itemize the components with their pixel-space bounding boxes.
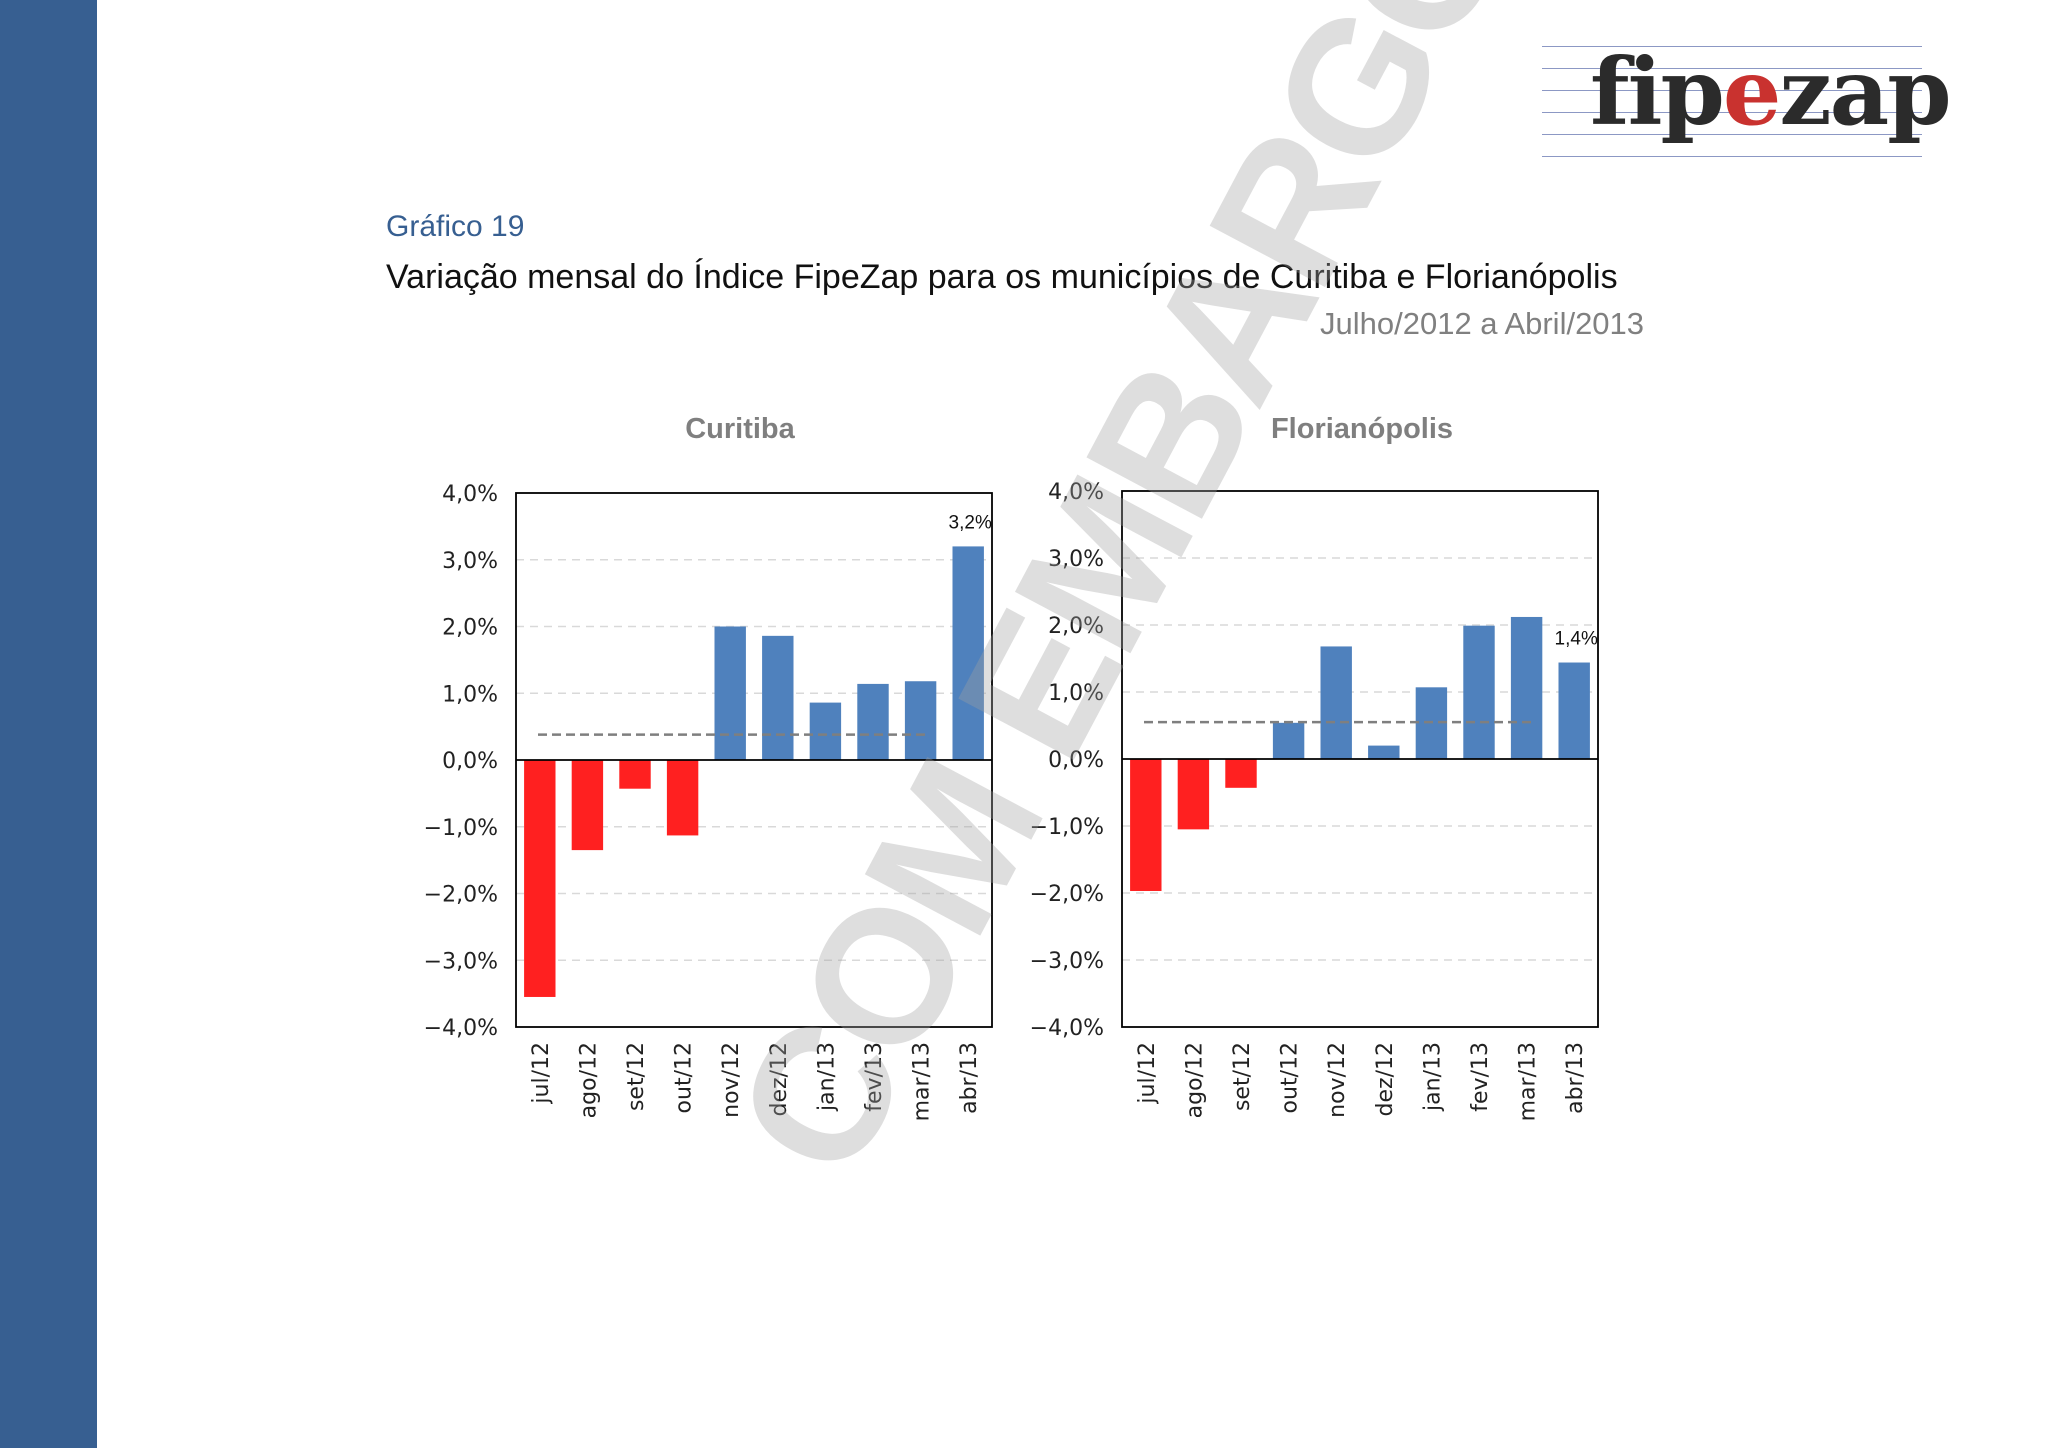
- y-tick-label: −4,0%: [424, 1016, 498, 1041]
- x-tick-label: nov/12: [719, 1042, 744, 1118]
- x-tick-label: set/12: [1230, 1042, 1255, 1111]
- bar-mar-13: [1510, 616, 1543, 759]
- x-tick-label: ago/12: [1182, 1042, 1207, 1118]
- bar-abr-13: [1558, 662, 1590, 759]
- bar-jul-12: [1130, 759, 1162, 891]
- x-tick-label: jul/12: [1135, 1042, 1160, 1105]
- x-tick-label: jul/12: [529, 1042, 554, 1105]
- y-tick-label: −1,0%: [424, 816, 498, 841]
- y-tick-label: 1,0%: [1048, 681, 1104, 706]
- y-tick-label: −1,0%: [1030, 815, 1104, 840]
- bar-fev-13: [857, 683, 889, 760]
- bar-fev-13: [1463, 625, 1495, 759]
- x-tick-label: set/12: [624, 1042, 649, 1111]
- bar-dez-12: [762, 635, 794, 760]
- plot-frame: [515, 492, 993, 1028]
- figure-subtitle: Julho/2012 a Abril/2013: [1320, 306, 1645, 341]
- x-tick-label: fev/13: [1468, 1042, 1493, 1112]
- y-tick-label: 3,0%: [442, 549, 498, 574]
- y-tick-label: 2,0%: [1048, 614, 1104, 639]
- left-sidebar-band: [0, 0, 97, 1448]
- y-tick-label: −2,0%: [1030, 882, 1104, 907]
- y-tick-label: 3,0%: [1048, 547, 1104, 572]
- data-label: 1,4%: [1555, 629, 1598, 650]
- bar-jul-12: [524, 760, 556, 997]
- y-tick-label: −4,0%: [1030, 1016, 1104, 1041]
- bar-out-12: [1272, 722, 1305, 759]
- bar-jan-13: [809, 702, 842, 760]
- x-tick-label: abr/13: [957, 1042, 982, 1114]
- bar-set-12: [1225, 759, 1257, 788]
- y-tick-label: 1,0%: [442, 682, 498, 707]
- bar-out-12: [666, 760, 699, 836]
- x-tick-label: nov/12: [1325, 1042, 1350, 1118]
- bar-ago-12: [571, 760, 604, 851]
- y-tick-label: −3,0%: [424, 949, 498, 974]
- logo-wordmark: fipezap: [1590, 38, 1952, 146]
- x-tick-label: dez/12: [767, 1042, 792, 1116]
- x-tick-label: mar/13: [1516, 1042, 1541, 1121]
- figure-title: Variação mensal do Índice FipeZap para o…: [386, 258, 1618, 296]
- bar-mar-13: [904, 681, 937, 760]
- x-tick-label: jan/13: [814, 1042, 839, 1112]
- fipezap-logo: fipezap: [1542, 40, 1952, 172]
- bar-nov-12: [714, 626, 746, 760]
- bar-dez-12: [1368, 745, 1400, 759]
- x-tick-label: abr/13: [1563, 1042, 1588, 1114]
- y-tick-label: 0,0%: [442, 749, 498, 774]
- chart-title: Florianópolis: [1271, 413, 1453, 445]
- figure-label: Gráfico 19: [386, 210, 525, 243]
- x-tick-label: ago/12: [576, 1042, 601, 1118]
- x-tick-label: mar/13: [910, 1042, 935, 1121]
- x-tick-label: jan/13: [1420, 1042, 1445, 1112]
- chart-title: Curitiba: [685, 413, 795, 445]
- y-tick-label: −3,0%: [1030, 949, 1104, 974]
- bar-set-12: [619, 760, 651, 789]
- y-tick-label: −2,0%: [424, 883, 498, 908]
- y-tick-label: 4,0%: [442, 482, 498, 507]
- y-tick-label: 2,0%: [442, 616, 498, 641]
- y-tick-label: 4,0%: [1048, 480, 1104, 505]
- x-tick-label: dez/12: [1373, 1042, 1398, 1116]
- plot-frame: [1121, 490, 1599, 1028]
- x-tick-label: out/12: [672, 1042, 697, 1113]
- x-tick-label: out/12: [1278, 1042, 1303, 1113]
- x-tick-label: fev/13: [862, 1042, 887, 1112]
- y-tick-label: 0,0%: [1048, 748, 1104, 773]
- bar-abr-13: [952, 546, 984, 760]
- bar-ago-12: [1177, 759, 1210, 830]
- data-label: 3,2%: [949, 512, 992, 533]
- bar-nov-12: [1320, 646, 1352, 759]
